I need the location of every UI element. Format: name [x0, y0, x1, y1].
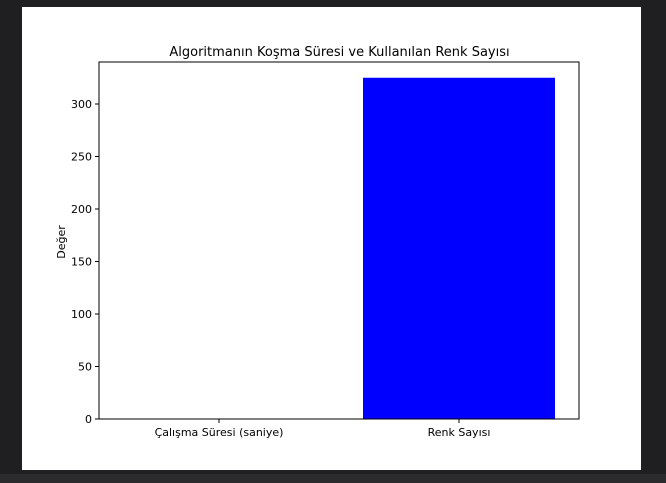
bar-1	[363, 77, 555, 419]
bars	[123, 77, 555, 419]
y-tick-label: 250	[71, 151, 92, 164]
y-axis-label: Değer	[55, 225, 68, 259]
y-tick-label: 150	[71, 256, 92, 269]
plot-frame	[98, 61, 580, 420]
x-tick-label: Renk Sayısı	[428, 426, 491, 439]
y-axis-ticks: 0 50 100 150 200 250 300	[71, 98, 99, 426]
chart-title: Algoritmanın Koşma Süresi ve Kullanılan …	[169, 45, 509, 60]
bar-chart: Algoritmanın Koşma Süresi ve Kullanılan …	[55, 45, 580, 439]
y-tick-label: 300	[71, 98, 92, 111]
figure-canvas: Algoritmanın Koşma Süresi ve Kullanılan …	[22, 7, 641, 470]
y-tick-label: 100	[71, 308, 92, 321]
x-tick-label: Çalışma Süresi (saniye)	[155, 426, 284, 439]
y-tick-label: 200	[71, 203, 92, 216]
y-tick-label: 0	[85, 413, 92, 426]
window-bottom-strip	[0, 474, 666, 483]
x-axis-ticks: Çalışma Süresi (saniye) Renk Sayısı	[155, 419, 491, 439]
y-tick-label: 50	[78, 361, 92, 374]
